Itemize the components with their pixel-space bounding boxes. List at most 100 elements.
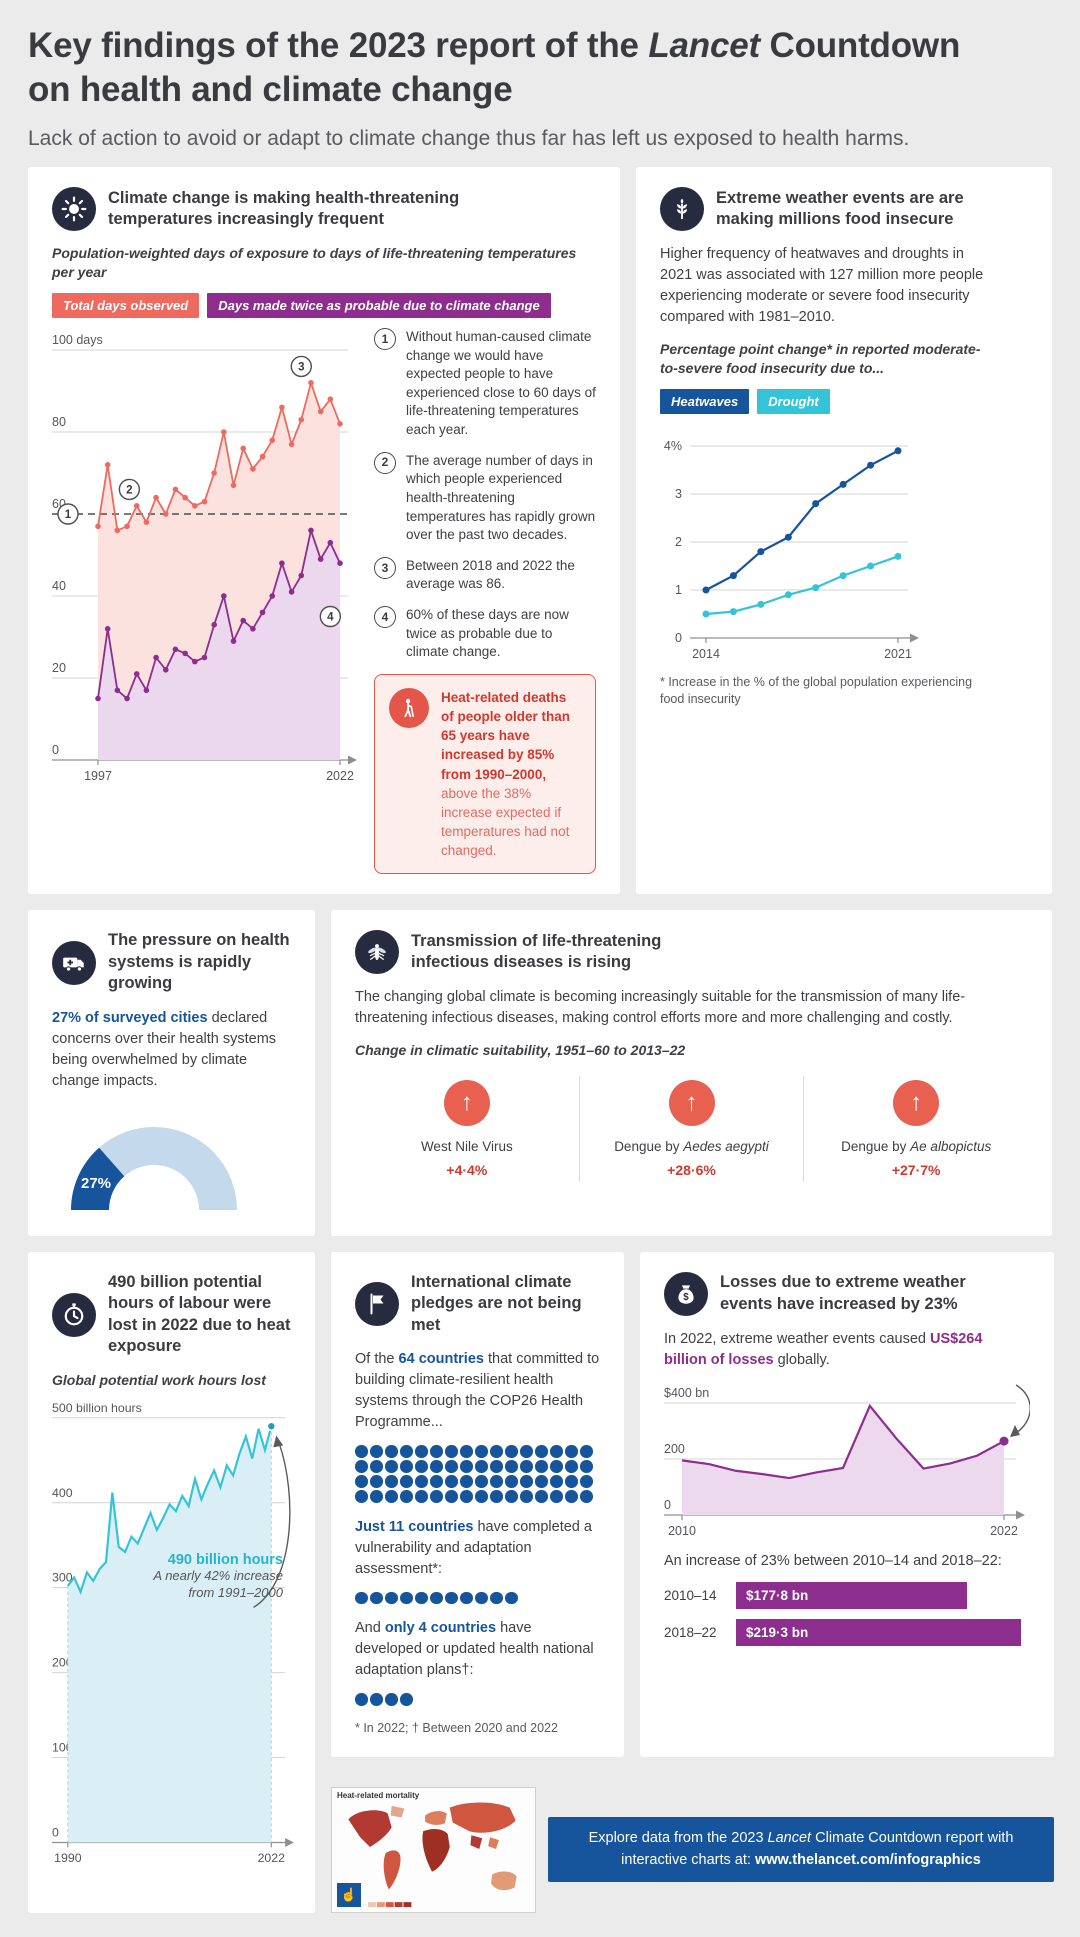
svg-text:2: 2	[675, 535, 682, 549]
flag-icon	[355, 1281, 399, 1326]
health-body-text: 27% of surveyed cities declared concerns…	[52, 1008, 291, 1092]
country-dot	[415, 1591, 428, 1605]
svg-text:1: 1	[65, 509, 72, 521]
country-dot	[445, 1490, 458, 1503]
card-food-heading: Extreme weather events are are making mi…	[716, 188, 964, 229]
country-dot	[565, 1490, 578, 1503]
wheat-icon	[660, 187, 704, 232]
card-labour-head: 490 billion potential hours of labour we…	[52, 1272, 291, 1358]
banner-lancet-italic: Lancet	[767, 1829, 812, 1846]
svg-text:1: 1	[675, 583, 682, 597]
alert-strong-text: Heat-related deaths of people older than…	[441, 689, 571, 782]
country-dot	[580, 1460, 593, 1473]
labour-chart-wrap: 500 billion hours 400 300 200 100 0 1990 2022 4…	[52, 1400, 295, 1880]
country-dot	[400, 1460, 413, 1473]
svg-text:0: 0	[664, 1498, 671, 1512]
svg-text:100: 100	[52, 1741, 73, 1755]
country-dot	[535, 1445, 548, 1458]
country-dot	[400, 1490, 413, 1503]
food-insecurity-line-chart: 4% 3 2 1 0 2014 2021	[664, 439, 919, 661]
country-dot	[490, 1490, 503, 1503]
losses-note: An increase of 23% between 2010–14 and 2…	[664, 1552, 1002, 1569]
callout-3-text: Between 2018 and 2022 the average was 86…	[406, 557, 575, 592]
country-dot	[430, 1490, 443, 1503]
country-dot	[430, 1475, 443, 1488]
dots-adaptation-plans-countries	[355, 1693, 600, 1706]
country-dot	[520, 1445, 533, 1458]
country-dot	[475, 1445, 488, 1458]
callout-1-number: 1	[374, 327, 396, 350]
card-pledges-heading: International climate pledges are not be…	[411, 1272, 582, 1334]
callout-1: 1 Without human-caused climate change we…	[374, 327, 596, 440]
country-dot	[550, 1460, 563, 1473]
svg-text:1997: 1997	[84, 769, 112, 783]
elderly-person-icon	[389, 687, 429, 728]
bar-1-track: $177·8 bn	[736, 1581, 1030, 1609]
country-dot	[415, 1445, 428, 1458]
callout-4: 4 60% of these days are now twice as pro…	[374, 606, 596, 662]
country-dot	[370, 1591, 383, 1605]
card-infectious-heading: Transmission of life-threatening infecti…	[411, 931, 662, 972]
card-temperature-heading: Climate change is making health-threaten…	[108, 188, 460, 229]
card-weather-losses: $ Losses due to extreme weather events h…	[640, 1251, 1054, 1757]
row-1: Climate change is making health-threaten…	[28, 167, 1052, 895]
country-dot	[460, 1475, 473, 1488]
food-footnote: * Increase in the % of the global popula…	[660, 675, 973, 706]
card-infectious-head: Transmission of life-threatening infecti…	[355, 930, 1028, 975]
callout-3: 3 Between 2018 and 2022 the average was …	[374, 556, 596, 594]
country-dot	[520, 1475, 533, 1488]
country-dot	[385, 1591, 398, 1605]
disease-dengue-aegypti-value: +28·6%	[667, 1161, 716, 1178]
bar-2018-22: $219·3 bn	[736, 1618, 1022, 1646]
country-dot	[565, 1460, 578, 1473]
bar-1-label: 2010–14	[664, 1587, 717, 1603]
country-dot	[505, 1591, 518, 1605]
country-dot	[370, 1445, 383, 1458]
bar-2-track: $219·3 bn	[736, 1618, 1030, 1646]
hand-pointer-icon[interactable]: ☝	[337, 1882, 361, 1907]
country-dot	[565, 1445, 578, 1458]
callout-4-text: 60% of these days are now twice as proba…	[406, 607, 569, 660]
header: Key findings of the 2023 report of the L…	[28, 24, 1052, 151]
country-dot	[355, 1475, 368, 1488]
title-text-post: Countdown on health and climate change	[28, 26, 961, 110]
svg-text:2022: 2022	[258, 1852, 286, 1866]
callout-2-text: The average number of days in which peop…	[406, 452, 596, 543]
food-body-text: Higher frequency of heatwaves and drough…	[660, 246, 984, 326]
country-dot	[385, 1475, 398, 1488]
country-dot	[505, 1445, 518, 1458]
dots-committed-countries	[355, 1445, 600, 1503]
card-food-head: Extreme weather events are are making mi…	[660, 187, 1028, 232]
losses-body-text: In 2022, extreme weather events caused U…	[664, 1330, 983, 1368]
svg-text:1990: 1990	[54, 1852, 82, 1866]
country-dot	[355, 1693, 368, 1706]
ambulance-icon	[52, 940, 96, 985]
card-climate-pledges: International climate pledges are not be…	[331, 1251, 624, 1757]
health-body-rest: declared concerns over their health syst…	[52, 1009, 277, 1089]
country-dot	[490, 1460, 503, 1473]
bar-2010-14: $177·8 bn	[736, 1581, 968, 1609]
country-dot	[475, 1490, 488, 1503]
banner-url[interactable]: www.thelancet.com/infographics	[754, 1851, 981, 1868]
country-dot	[415, 1490, 428, 1503]
svg-text:0: 0	[52, 1826, 59, 1840]
country-dot	[475, 1460, 488, 1473]
map-color-legend	[368, 1901, 412, 1907]
country-dot	[535, 1460, 548, 1473]
svg-text:400: 400	[52, 1486, 73, 1500]
legend-days-twice-probable: Days made twice as probable due to clima…	[207, 292, 551, 318]
svg-text:2022: 2022	[990, 1524, 1018, 1538]
card-infectious-diseases: Transmission of life-threatening infecti…	[331, 910, 1052, 1236]
heat-deaths-alert: Heat-related deaths of people older than…	[374, 673, 596, 875]
pledges-p2: Just 11 countries have completed a vulne…	[355, 1518, 592, 1577]
disease-dengue-albopictus-label: Dengue by Ae albopictus	[841, 1139, 992, 1155]
interactive-map-thumbnail[interactable]: Heat-related mortality ☝	[331, 1786, 536, 1913]
clock-icon	[52, 1292, 96, 1337]
country-dot	[475, 1591, 488, 1605]
infectious-chart-title: Change in climatic suitability, 1951–60 …	[355, 1042, 686, 1059]
health-systems-gauge-chart: 27%	[71, 1126, 237, 1211]
labour-chart-title: Global potential work hours lost	[52, 1371, 266, 1388]
disease-dengue-aegypti: ↑ Dengue by Aedes aegypti +28·6%	[578, 1076, 804, 1182]
